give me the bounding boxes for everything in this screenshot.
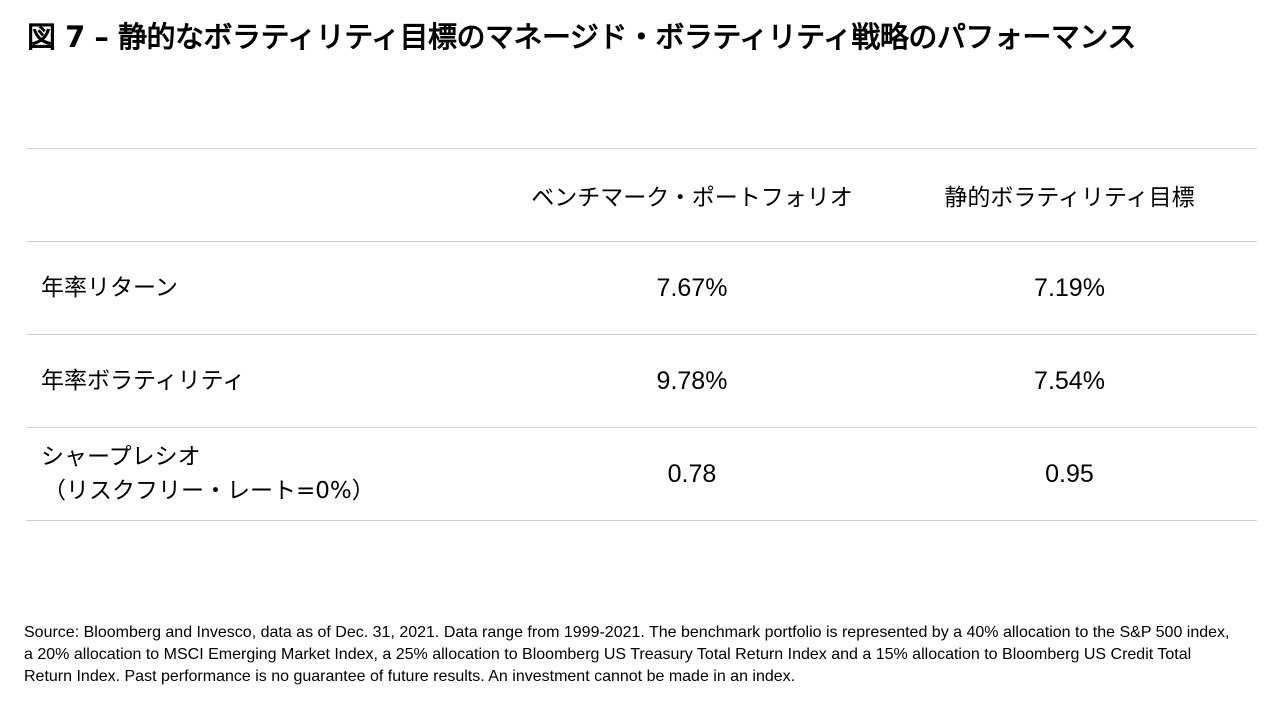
table-header-row: ベンチマーク・ポートフォリオ 静的ボラティリティ目標 <box>27 148 1257 242</box>
source-footnote: Source: Bloomberg and Invesco, data as o… <box>24 624 1230 685</box>
cell-static-annual-volatility: 7.54% <box>882 334 1257 428</box>
row-label-line: 年率ボラティリティ <box>41 368 246 394</box>
performance-table: ベンチマーク・ポートフォリオ 静的ボラティリティ目標 年率リターン 7.67% … <box>27 148 1257 521</box>
cell-benchmark-sharpe-ratio: 0.78 <box>502 427 882 521</box>
cell-static-annual-return: 7.19% <box>882 241 1257 335</box>
row-label-sharpe-ratio: シャープレシオ （リスクフリー・レート=0%） <box>27 427 502 521</box>
row-label-annual-volatility: 年率ボラティリティ <box>27 334 502 428</box>
header-static-volatility-target: 静的ボラティリティ目標 <box>882 148 1257 242</box>
header-label-column <box>27 148 502 242</box>
cell-benchmark-annual-return: 7.67% <box>502 241 882 335</box>
row-label-annual-return: 年率リターン <box>27 241 502 335</box>
row-label-line: 年率リターン <box>41 275 178 301</box>
table-row: 年率ボラティリティ 9.78% 7.54% <box>27 334 1257 428</box>
table-row: シャープレシオ （リスクフリー・レート=0%） 0.78 0.95 <box>27 427 1257 521</box>
page-title: 図 7 – 静的なボラティリティ目標のマネージド・ボラティリティ戦略のパフォーマ… <box>27 20 1136 54</box>
cell-benchmark-annual-volatility: 9.78% <box>502 334 882 428</box>
row-label-line-risk-free-note: （リスクフリー・レート=0%） <box>43 478 375 504</box>
table-row: 年率リターン 7.67% 7.19% <box>27 241 1257 335</box>
header-benchmark-portfolio: ベンチマーク・ポートフォリオ <box>502 148 882 242</box>
cell-static-sharpe-ratio: 0.95 <box>882 427 1257 521</box>
row-label-line: シャープレシオ <box>41 444 201 470</box>
